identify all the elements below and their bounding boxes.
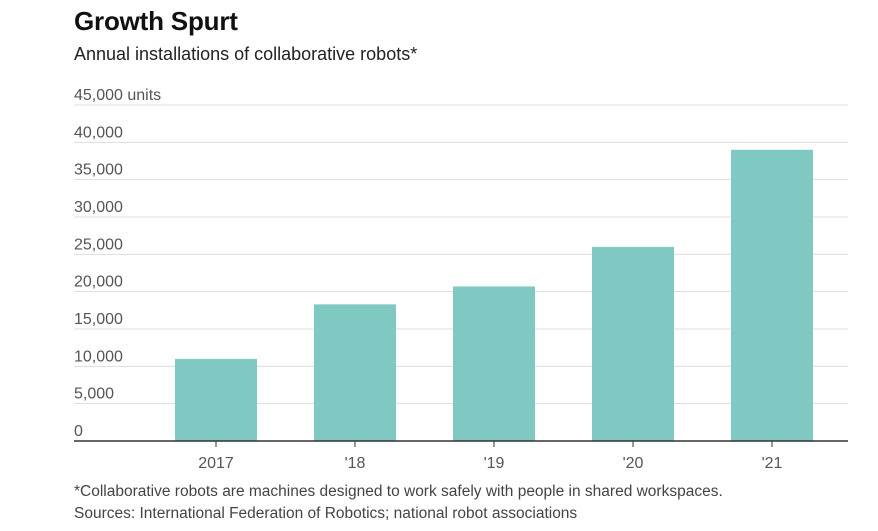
y-tick-label: 45,000 units bbox=[74, 87, 161, 104]
y-tick-label: 35,000 bbox=[74, 162, 123, 179]
bar bbox=[175, 358, 257, 441]
y-tick-label: 20,000 bbox=[74, 274, 123, 291]
y-tick-label: 30,000 bbox=[74, 199, 123, 216]
bar bbox=[731, 149, 813, 442]
chart-footnote: *Collaborative robots are machines desig… bbox=[74, 483, 723, 500]
y-tick-label: 10,000 bbox=[74, 348, 123, 365]
bar bbox=[453, 286, 535, 441]
bar bbox=[314, 304, 396, 441]
x-tick-label: '18 bbox=[345, 455, 366, 472]
bar-chart: 0 5,000 10,000 15,000 20,000 25,000 30,000 35,0… bbox=[74, 87, 848, 472]
chart-subtitle: Annual installations of collaborative ro… bbox=[74, 44, 418, 64]
y-tick-label: 5,000 bbox=[74, 386, 114, 403]
y-tick-label: 40,000 bbox=[74, 124, 123, 141]
y-tick-label: 25,000 bbox=[74, 236, 123, 253]
y-tick-label: 15,000 bbox=[74, 311, 123, 328]
chart-title: Growth Spurt bbox=[74, 6, 238, 36]
x-tick-label: '19 bbox=[484, 455, 505, 472]
x-tick-label: '20 bbox=[623, 455, 644, 472]
x-tick-label: 2017 bbox=[198, 455, 234, 472]
x-tick-label: '21 bbox=[762, 455, 783, 472]
chart-source: Sources: International Federation of Rob… bbox=[74, 505, 578, 522]
y-tick-label: 0 bbox=[74, 423, 83, 440]
bar bbox=[592, 246, 674, 441]
